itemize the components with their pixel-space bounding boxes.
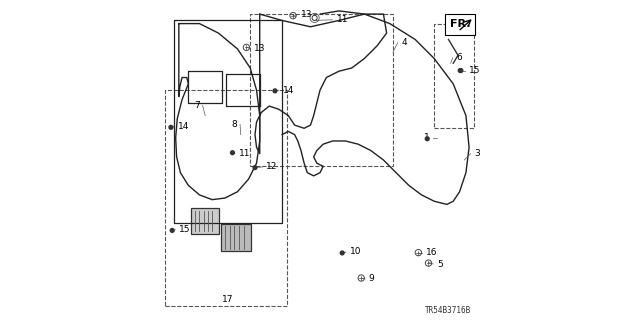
Text: 4: 4	[401, 38, 407, 47]
Circle shape	[426, 137, 429, 141]
Text: 14: 14	[178, 122, 189, 131]
Text: 1: 1	[424, 133, 430, 142]
Circle shape	[253, 166, 257, 170]
Circle shape	[169, 125, 173, 129]
Text: 14: 14	[283, 86, 294, 95]
Text: 16: 16	[426, 248, 438, 257]
Text: 5: 5	[437, 260, 443, 268]
Text: 11: 11	[239, 148, 250, 157]
Text: 15: 15	[468, 66, 480, 75]
Circle shape	[230, 151, 234, 155]
Text: 12: 12	[266, 163, 278, 172]
Circle shape	[459, 69, 463, 72]
Text: FR.: FR.	[450, 19, 470, 28]
Text: 7: 7	[195, 101, 200, 110]
Circle shape	[170, 228, 174, 232]
FancyBboxPatch shape	[445, 14, 476, 35]
Text: 6: 6	[456, 53, 462, 62]
Text: 15: 15	[179, 225, 191, 234]
FancyBboxPatch shape	[191, 208, 220, 234]
Text: 10: 10	[350, 247, 362, 257]
Circle shape	[458, 69, 462, 72]
FancyBboxPatch shape	[221, 224, 251, 252]
Text: 9: 9	[369, 275, 374, 284]
Text: 13: 13	[254, 44, 266, 53]
Circle shape	[340, 251, 344, 255]
Text: TR54B3716B: TR54B3716B	[424, 307, 470, 316]
Text: 8: 8	[232, 120, 237, 129]
Circle shape	[273, 89, 277, 93]
Text: 11: 11	[337, 15, 348, 24]
Text: 17: 17	[222, 295, 234, 304]
Text: 3: 3	[474, 149, 480, 158]
Text: 13: 13	[301, 10, 312, 19]
